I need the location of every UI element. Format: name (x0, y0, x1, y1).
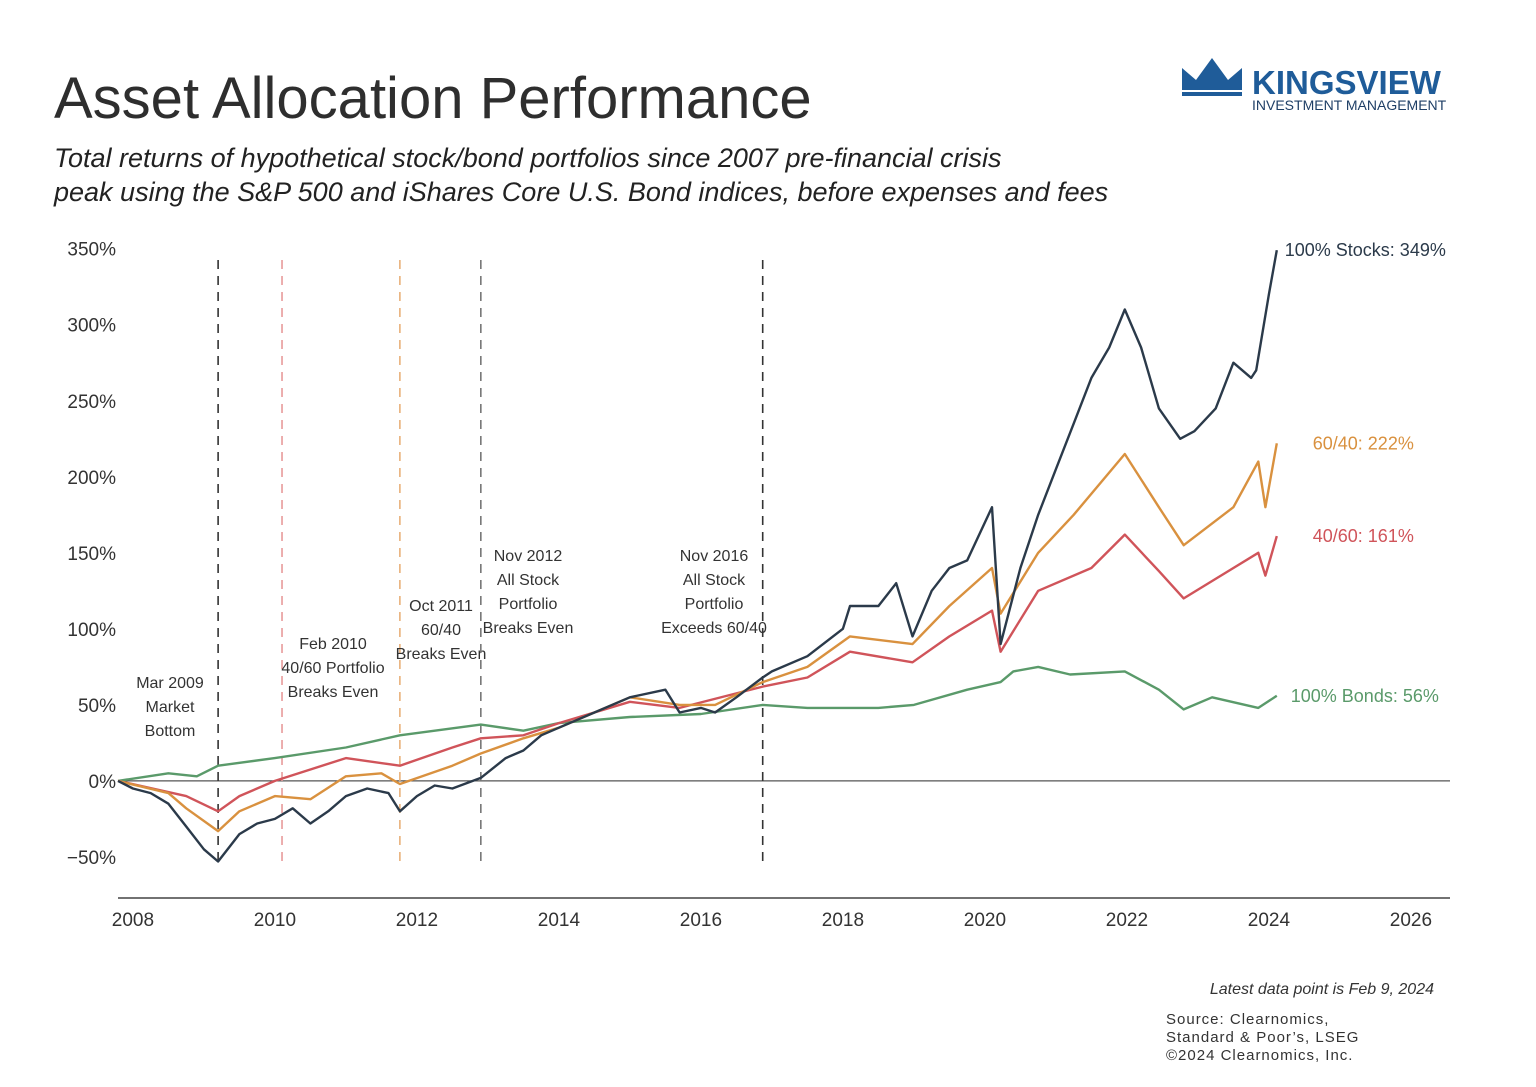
x-tick-label: 2012 (396, 910, 438, 931)
x-tick-label: 2020 (964, 910, 1006, 931)
annotation: Portfolio (499, 596, 558, 613)
logo-crown (1182, 58, 1242, 90)
x-tick-label: 2016 (680, 910, 722, 931)
source: Source: Clearnomics, (1166, 1011, 1329, 1028)
source: ©2024 Clearnomics, Inc. (1166, 1047, 1353, 1064)
annotation: All Stock (683, 572, 746, 589)
data-note: Latest data point is Feb 9, 2024 (1210, 981, 1434, 998)
logo-tagline: INVESTMENT MANAGEMENT (1252, 97, 1447, 113)
series-end-label: 100% Bonds: 56% (1291, 686, 1439, 706)
annotation: Portfolio (685, 596, 744, 613)
source: Standard & Poor’s, LSEG (1166, 1029, 1359, 1046)
series-line (117, 665, 1278, 783)
annotation: Mar 2009 (136, 675, 204, 692)
annotation: Nov 2016 (680, 548, 749, 565)
x-tick-label: 2026 (1390, 910, 1432, 931)
series-end-label: 100% Stocks: 349% (1285, 240, 1446, 260)
series-line (117, 533, 1278, 813)
logo: KINGSVIEW INVESTMENT MANAGEMENT (1182, 58, 1447, 113)
annotation: Oct 2011 (409, 598, 473, 615)
x-tick-label: 2014 (538, 910, 581, 931)
y-tick-label: −50% (67, 848, 116, 869)
annotation: Market (146, 699, 195, 716)
series-end-label: 60/40: 222% (1313, 433, 1414, 453)
x-tick-label: 2024 (1248, 910, 1291, 931)
series-end-label: 40/60: 161% (1313, 526, 1414, 546)
logo-name: KINGSVIEW (1252, 64, 1442, 101)
y-tick-label: 100% (67, 620, 116, 641)
y-tick-label: 300% (67, 316, 116, 337)
x-tick-label: 2010 (254, 910, 296, 931)
annotation: Bottom (145, 723, 196, 740)
y-tick-label: 150% (67, 544, 116, 565)
annotation: All Stock (497, 572, 560, 589)
x-tick-label: 2018 (822, 910, 864, 931)
y-tick-label: 50% (78, 696, 116, 717)
annotation: Breaks Even (288, 684, 379, 701)
y-tick-label: 0% (89, 772, 117, 793)
logo-bar (1182, 92, 1242, 96)
subtitle: peak using the S&P 500 and iShares Core … (53, 177, 1108, 207)
annotation: Feb 2010 (299, 636, 367, 653)
annotation: Exceeds 60/40 (661, 620, 767, 637)
subtitle: Total returns of hypothetical stock/bond… (54, 143, 1002, 173)
series-line (117, 443, 1278, 833)
title: Asset Allocation Performance (54, 66, 812, 131)
y-tick-label: 200% (67, 468, 116, 489)
annotation: 40/60 Portfolio (281, 660, 384, 677)
series-line (117, 249, 1278, 863)
y-tick-label: 350% (67, 240, 116, 261)
annotation: Breaks Even (483, 620, 574, 637)
x-tick-label: 2022 (1106, 910, 1148, 931)
annotation: Nov 2012 (494, 548, 563, 565)
annotation: 60/40 (421, 622, 461, 639)
annotation: Breaks Even (396, 646, 487, 663)
x-tick-label: 2008 (112, 910, 154, 931)
y-tick-label: 250% (67, 392, 116, 413)
